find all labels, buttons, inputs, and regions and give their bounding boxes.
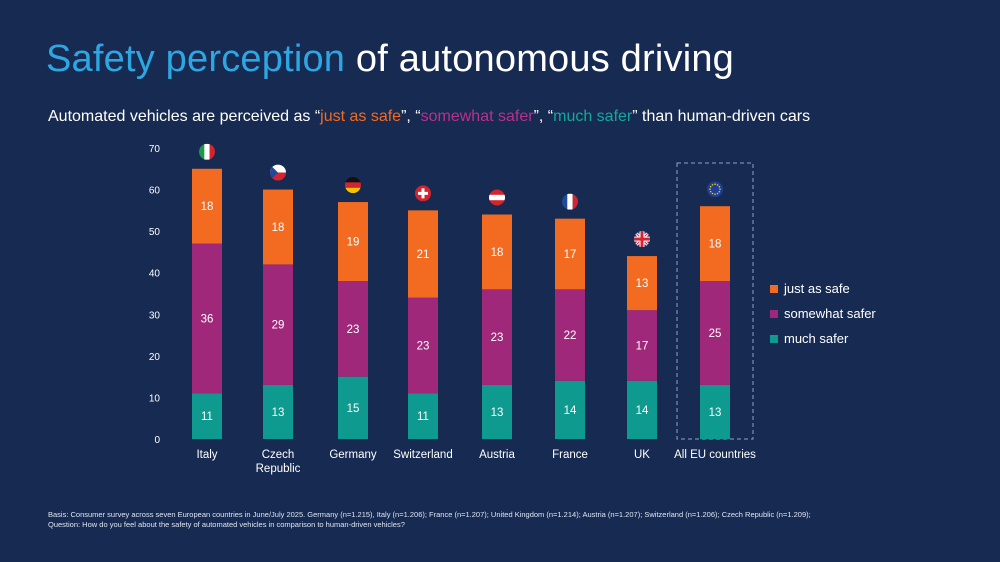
data-label: 13: [491, 407, 504, 419]
title-rest: of autonomous driving: [345, 38, 735, 80]
eu-flag-icon: [707, 181, 723, 198]
switzerland-flag-icon: [415, 185, 431, 202]
bar-much-safer: [627, 380, 657, 439]
footnote: Basis: Consumer survey across seven Euro…: [48, 510, 811, 530]
bar-just-as-safe: [700, 206, 730, 282]
x-tick-label: All EU countries: [674, 449, 756, 461]
bar-somewhat-safer: [408, 297, 438, 394]
bar-much-safer: [482, 384, 512, 439]
x-tick-label: Germany: [329, 449, 377, 461]
data-label: 13: [709, 407, 722, 419]
subtitle-somewhat-safer: somewhat safer: [420, 108, 534, 125]
x-tick-label: France: [552, 449, 588, 461]
x-tick-label: Switzerland: [393, 449, 452, 461]
data-label: 21: [417, 249, 430, 261]
legend-label: somewhat safer: [784, 306, 876, 321]
legend-label: much safer: [784, 331, 849, 346]
italy-flag-icon: [199, 143, 215, 160]
bar-somewhat-safer: [700, 281, 730, 385]
bar-much-safer: [700, 384, 730, 439]
subtitle: Automated vehicles are perceived as “jus…: [48, 108, 810, 126]
x-tick-label: Republic: [256, 463, 301, 475]
uk-flag-icon: [634, 231, 650, 248]
bar-somewhat-safer: [192, 243, 222, 394]
data-label: 36: [201, 313, 214, 325]
france-flag-icon: [562, 193, 578, 210]
legend-swatch: [770, 284, 778, 293]
data-label: 11: [417, 411, 429, 423]
bar-much-safer: [263, 384, 293, 439]
bar-just-as-safe: [555, 218, 585, 290]
austria-flag-icon: [489, 189, 505, 206]
data-label: 18: [201, 201, 214, 213]
bar-just-as-safe: [338, 202, 368, 282]
data-label: 14: [564, 405, 577, 417]
y-tick-label: 50: [149, 227, 161, 238]
data-label: 14: [636, 405, 649, 417]
subtitle-just-as-safe: just as safe: [320, 108, 402, 125]
data-label: 17: [636, 340, 649, 352]
czech-flag-icon: [270, 164, 286, 181]
data-label: 29: [272, 320, 285, 332]
data-label: 22: [564, 330, 577, 342]
bar-much-safer: [338, 376, 368, 439]
y-tick-label: 70: [149, 144, 161, 155]
data-label: 23: [347, 324, 360, 336]
bar-much-safer: [192, 393, 222, 439]
data-label: 23: [417, 340, 430, 352]
germany-flag-icon: [345, 177, 361, 194]
y-tick-label: 60: [149, 186, 161, 197]
data-label: 17: [564, 249, 577, 261]
x-tick-label: Austria: [479, 449, 515, 461]
data-label: 18: [272, 222, 285, 234]
subtitle-sep: ”, “: [533, 108, 554, 125]
legend-item-somewhat-safer: somewhat safer: [770, 301, 876, 326]
subtitle-suffix: ” than human-driven cars: [632, 108, 811, 125]
y-tick-label: 20: [149, 352, 161, 363]
footnote-basis: Basis: Consumer survey across seven Euro…: [48, 510, 811, 519]
y-tick-label: 10: [149, 393, 161, 404]
data-label: 25: [709, 328, 722, 340]
bar-just-as-safe: [408, 210, 438, 298]
page-title: Safety perception of autonomous driving: [46, 38, 734, 81]
bar-somewhat-safer: [627, 310, 657, 381]
data-label: 23: [491, 332, 504, 344]
bar-just-as-safe: [627, 256, 657, 311]
x-tick-label: UK: [634, 449, 650, 461]
bar-just-as-safe: [482, 214, 512, 290]
y-tick-label: 40: [149, 269, 161, 280]
legend-item-much-safer: much safer: [770, 326, 876, 351]
highlight-box: [676, 162, 754, 440]
bar-somewhat-safer: [338, 281, 368, 377]
bar-much-safer: [408, 393, 438, 439]
bar-just-as-safe: [263, 189, 293, 265]
data-label: 13: [272, 407, 285, 419]
data-label: 18: [491, 247, 504, 259]
bar-somewhat-safer: [555, 289, 585, 381]
x-tick-label: Czech: [262, 449, 295, 461]
bar-somewhat-safer: [482, 289, 512, 385]
title-highlight: Safety perception: [46, 38, 346, 80]
bar-just-as-safe: [192, 168, 222, 244]
bar-much-safer: [555, 380, 585, 439]
y-tick-label: 30: [149, 310, 161, 321]
subtitle-sep: ”, “: [401, 108, 421, 125]
y-tick-label: 0: [154, 435, 160, 446]
data-label: 11: [201, 411, 213, 423]
legend-swatch: [770, 309, 778, 318]
data-label: 19: [347, 237, 360, 249]
data-label: 18: [709, 239, 722, 251]
bar-somewhat-safer: [263, 264, 293, 385]
subtitle-prefix: Automated vehicles are perceived as “: [48, 108, 321, 125]
legend: just as safe somewhat safer much safer: [770, 276, 876, 351]
footnote-question: Question: How do you feel about the safe…: [48, 520, 405, 529]
subtitle-much-safer: much safer: [553, 108, 633, 125]
data-label: 13: [636, 278, 649, 290]
legend-item-just-as-safe: just as safe: [770, 276, 876, 301]
x-tick-label: Italy: [196, 449, 217, 461]
legend-label: just as safe: [784, 281, 850, 296]
data-label: 15: [347, 403, 360, 415]
legend-swatch: [770, 334, 778, 343]
